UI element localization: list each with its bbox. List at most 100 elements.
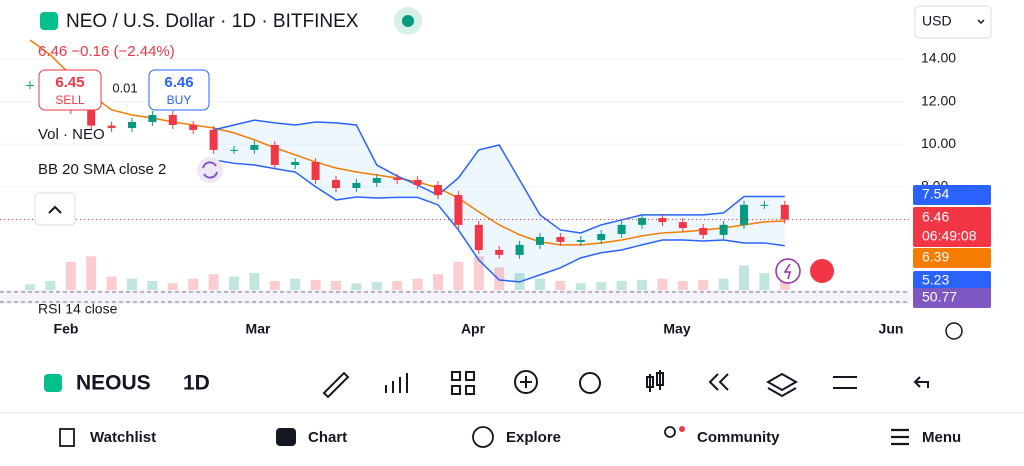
candle: [678, 222, 687, 229]
volume-bar: [555, 281, 566, 290]
draw-icon[interactable]: [322, 371, 350, 399]
line-lower: [213, 159, 785, 283]
volume-bar: [596, 282, 607, 290]
alert-icon[interactable]: [579, 372, 601, 394]
nav-item[interactable]: Menu: [922, 429, 961, 446]
volume-bar: [249, 273, 260, 290]
rsi-value: 50.77: [922, 289, 957, 305]
quote: 6.46 −0.16 (−2.44%): [38, 43, 175, 60]
sell-price: 6.45: [55, 74, 84, 91]
volume-bar: [25, 284, 35, 290]
basis-label-bg: [913, 248, 991, 268]
nav-item[interactable]: Watchlist: [90, 429, 156, 446]
basis-label: 6.39: [922, 249, 949, 265]
x-tick-label: Jun: [879, 321, 904, 337]
volume-bar: [453, 261, 464, 290]
y-tick-label: 10.00: [921, 135, 956, 151]
undo-icon[interactable]: [913, 376, 929, 388]
candle: [413, 179, 422, 186]
interval[interactable]: 1D: [183, 372, 210, 395]
candle: [780, 204, 789, 220]
currency: USD: [922, 13, 952, 29]
settings-bars[interactable]: [833, 376, 857, 389]
close-label-bg: [913, 207, 991, 247]
volume-bar: [290, 278, 301, 290]
currency-select[interactable]: [914, 5, 992, 39]
line-upper: [213, 119, 785, 234]
candle: [107, 125, 116, 128]
volume-bar: [65, 261, 76, 290]
volume-bar: [535, 278, 545, 290]
community-icon: [664, 426, 676, 438]
candle: [597, 234, 606, 240]
volume-bar: [657, 278, 668, 290]
chevron: [48, 205, 62, 214]
volume-bar: [310, 279, 321, 290]
volume-bar: [779, 278, 790, 290]
spread: 0.01: [112, 80, 137, 95]
buy-button[interactable]: [148, 69, 210, 111]
rsi-pane: [0, 290, 910, 304]
candle: [740, 204, 748, 225]
volume-bar: [575, 283, 586, 290]
volume-bar: [269, 281, 280, 290]
collapse-button[interactable]: [34, 192, 76, 226]
bolt: [783, 263, 791, 280]
layout-icon[interactable]: [451, 371, 475, 395]
symbol-icon: [44, 374, 62, 392]
settings-icon[interactable]: [945, 322, 963, 340]
volume-bar: [616, 281, 627, 290]
volume-bar: [147, 281, 158, 290]
menu-icon: [891, 428, 909, 446]
event-icon[interactable]: [775, 258, 801, 284]
y-tick-label: 14.00: [921, 50, 956, 66]
candle: [556, 236, 565, 242]
volume-bar: [106, 276, 117, 290]
volume-bar: [739, 265, 749, 290]
candle: [576, 239, 585, 242]
candle: [760, 204, 769, 206]
layers-icon[interactable]: [765, 372, 799, 398]
candle: [87, 110, 96, 126]
volume-label: Vol · NEO: [38, 126, 105, 143]
candle: [26, 84, 34, 86]
candle: [372, 178, 381, 183]
x-tick-label: May: [663, 321, 690, 337]
replay-icon[interactable]: [708, 373, 729, 391]
volume-bar: [229, 276, 239, 290]
flag-icon[interactable]: [810, 259, 834, 283]
candle: [658, 218, 667, 223]
nav-item[interactable]: Chart: [308, 429, 347, 446]
x-tick-label: Feb: [54, 321, 79, 337]
symbol[interactable]: NEOUS: [76, 372, 151, 395]
volume-bar: [188, 278, 199, 290]
candle: [311, 162, 320, 180]
volume-bar: [208, 274, 219, 290]
refresh-glyph: [202, 161, 218, 179]
candle: [434, 185, 442, 196]
sell-label: SELL: [55, 93, 85, 107]
refresh-icon[interactable]: [197, 157, 223, 183]
add-icon[interactable]: [514, 370, 538, 394]
bb-label: BB 20 SMA close 2: [38, 161, 166, 178]
nav-item[interactable]: Explore: [506, 429, 561, 446]
candles-icon[interactable]: [646, 370, 664, 392]
candle: [189, 124, 198, 130]
candle: [148, 114, 157, 123]
sell-button[interactable]: [38, 69, 102, 111]
nav-item[interactable]: Community: [697, 429, 780, 446]
volume-bar: [351, 283, 362, 290]
indicators-icon[interactable]: [385, 373, 408, 393]
volume-bar: [392, 281, 403, 290]
candle: [352, 182, 361, 189]
candle: [495, 249, 504, 255]
close-label: 6.46: [922, 209, 949, 225]
volume-bar: [45, 281, 56, 290]
symbol-icon: [40, 12, 58, 30]
volume-bar: [677, 281, 688, 290]
toolbar-icons: [322, 370, 929, 399]
band-fill: [213, 120, 785, 282]
candle: [699, 228, 708, 235]
volume-bar: [86, 256, 97, 290]
